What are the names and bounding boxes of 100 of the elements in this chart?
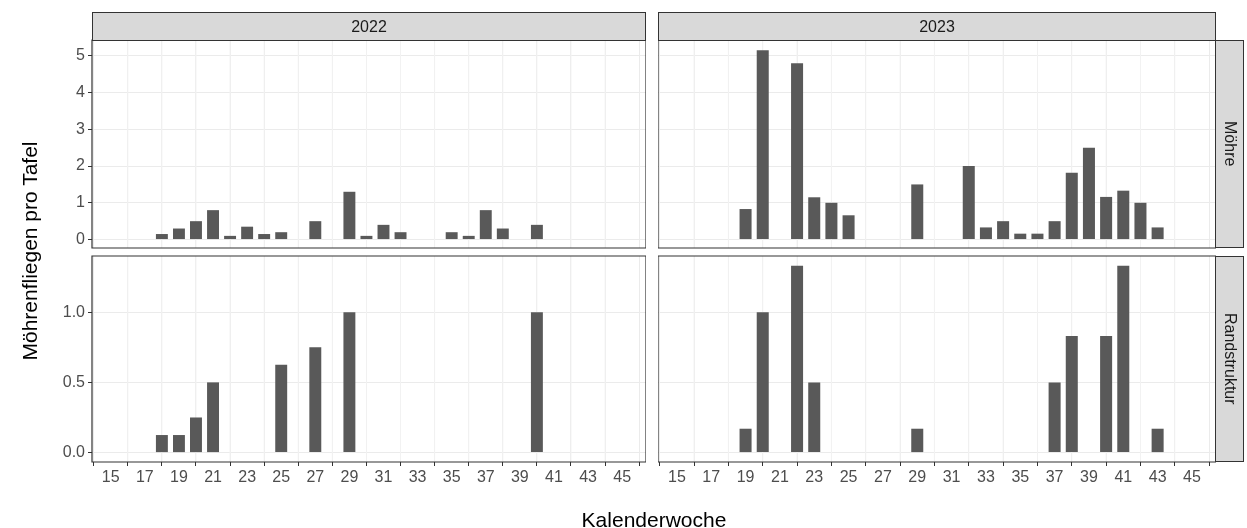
bar xyxy=(808,197,821,240)
x-tick-label: 35 xyxy=(442,468,461,486)
bar xyxy=(360,235,373,240)
bar xyxy=(155,435,168,453)
x-tick-label: 39 xyxy=(1080,468,1098,486)
bar xyxy=(1065,336,1078,453)
y-tick-label: 5 xyxy=(76,46,86,64)
bar xyxy=(1100,196,1113,240)
bar xyxy=(1151,428,1164,453)
bar xyxy=(241,226,254,240)
x-tick-label: 27 xyxy=(306,468,325,486)
y-tick-label: 4 xyxy=(76,82,86,100)
x-tick-label: 21 xyxy=(204,468,223,486)
bar xyxy=(842,215,855,240)
bar xyxy=(479,210,492,240)
y-tick-label: 3 xyxy=(76,119,86,137)
y-tick-label: 0.5 xyxy=(62,372,86,390)
bar xyxy=(825,202,838,240)
x-tick-label: 25 xyxy=(272,468,291,486)
bar xyxy=(791,265,804,453)
x-tick-label: 27 xyxy=(874,468,892,486)
bar xyxy=(496,228,509,240)
bar xyxy=(394,232,407,240)
bar xyxy=(1065,172,1078,240)
bar xyxy=(1031,233,1044,240)
bar xyxy=(309,347,322,453)
x-tick-label: 15 xyxy=(667,468,686,486)
x-tick-label: 19 xyxy=(170,468,188,486)
chart-title: 2022 xyxy=(92,12,646,41)
bar xyxy=(962,166,975,240)
x-tick-label: 33 xyxy=(977,468,995,486)
bar xyxy=(911,184,924,240)
x-tick-label: 17 xyxy=(135,468,154,486)
x-tick-label: 15 xyxy=(101,468,120,486)
x-tick-label: 41 xyxy=(1114,468,1133,486)
bar xyxy=(309,221,322,240)
bar xyxy=(1134,202,1147,240)
x-tick-label: 29 xyxy=(908,468,927,486)
bar xyxy=(377,224,390,240)
bar xyxy=(343,191,356,240)
bar xyxy=(997,221,1010,240)
bar xyxy=(979,227,992,240)
bar xyxy=(155,234,168,240)
y-tick-label: 1.0 xyxy=(62,302,86,320)
bar xyxy=(911,428,924,453)
y-tick-label: 2 xyxy=(76,156,86,174)
x-tick-label: 35 xyxy=(1011,468,1030,486)
x-tick-label: 39 xyxy=(510,468,529,486)
x-tick-label: 23 xyxy=(805,468,824,486)
x-axis-title: Kalenderwoche xyxy=(581,508,727,528)
bar xyxy=(791,63,804,240)
bar xyxy=(808,382,821,453)
bar xyxy=(756,312,769,453)
bar xyxy=(207,210,219,240)
y2-axis-title: Möhre xyxy=(1220,121,1239,167)
x-tick-label: 31 xyxy=(374,468,393,486)
bar xyxy=(1117,265,1130,453)
bar xyxy=(190,417,202,453)
x-tick-label: 31 xyxy=(942,468,961,486)
bar xyxy=(1048,382,1061,453)
y2-axis-title: Randstruktur xyxy=(1220,313,1239,405)
x-tick-label: 43 xyxy=(579,468,598,486)
bar xyxy=(275,232,288,240)
x-tick-label: 29 xyxy=(340,468,359,486)
x-tick-label: 45 xyxy=(1183,468,1201,486)
bar xyxy=(172,435,185,453)
x-tick-label: 37 xyxy=(1045,468,1064,486)
y-tick-label: 0 xyxy=(76,229,86,247)
bar xyxy=(462,235,475,240)
bar xyxy=(190,221,202,240)
bar xyxy=(1151,227,1164,240)
y-tick-label: 1 xyxy=(76,193,86,211)
bar xyxy=(1014,233,1027,240)
chart-title: 2023 xyxy=(658,12,1216,41)
bar xyxy=(207,382,219,453)
bar xyxy=(172,228,185,240)
y-tick-label: 0.0 xyxy=(62,443,86,460)
x-tick-label: 33 xyxy=(408,468,427,486)
x-tick-label: 21 xyxy=(771,468,789,486)
bar xyxy=(1082,147,1095,240)
x-tick-label: 37 xyxy=(476,468,495,486)
bar xyxy=(756,50,769,240)
x-tick-label: 45 xyxy=(613,468,632,486)
y-axis-title: Möhrenfliegen pro Tafel xyxy=(18,141,42,361)
x-tick-label: 25 xyxy=(839,468,858,486)
x-tick-label: 43 xyxy=(1148,468,1167,486)
x-tick-label: 19 xyxy=(736,468,755,486)
bar xyxy=(275,364,288,453)
bar xyxy=(1117,190,1130,240)
bar xyxy=(258,234,271,240)
bar xyxy=(739,428,752,453)
bar xyxy=(1100,336,1113,453)
bar xyxy=(530,224,543,240)
bar xyxy=(530,312,543,453)
bar xyxy=(739,209,752,240)
bar xyxy=(343,312,356,453)
bar xyxy=(224,235,237,240)
bar xyxy=(445,232,458,240)
bar xyxy=(1048,221,1061,240)
x-tick-label: 23 xyxy=(238,468,257,486)
